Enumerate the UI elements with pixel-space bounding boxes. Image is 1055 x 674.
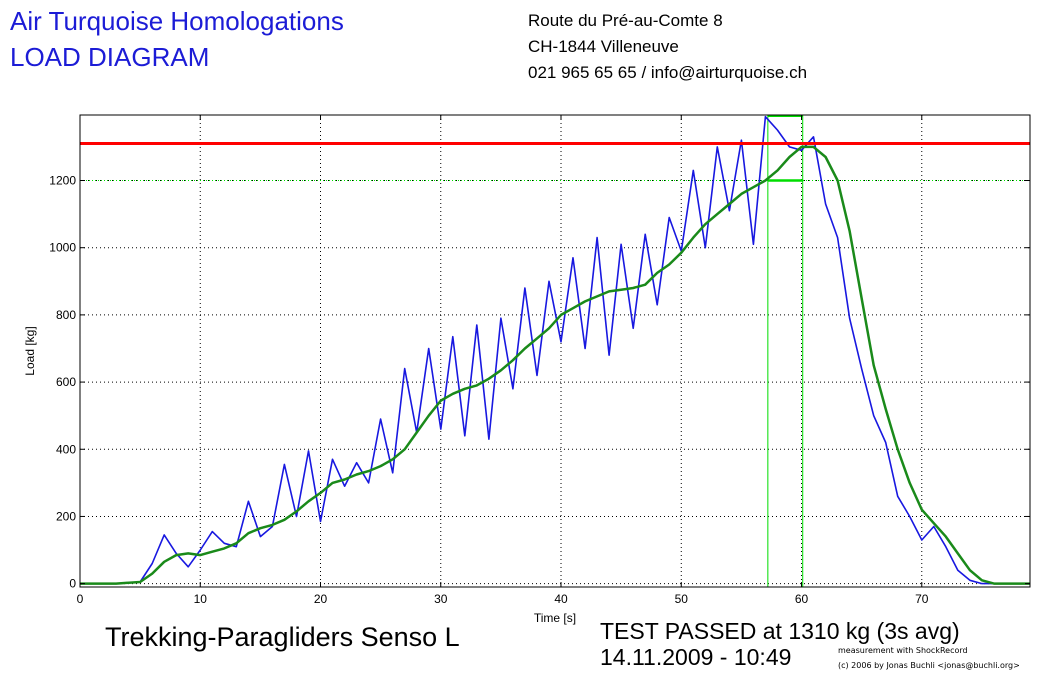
plot-area bbox=[80, 115, 1030, 587]
y-tick-label: 1000 bbox=[49, 241, 76, 255]
x-tick-label: 60 bbox=[795, 592, 809, 606]
x-tick-label: 30 bbox=[434, 592, 448, 606]
address-line-2: CH-1844 Villeneuve bbox=[528, 37, 679, 56]
credit-line-1: measurement with ShockRecord bbox=[838, 646, 968, 655]
y-tick-label: 600 bbox=[56, 375, 76, 389]
company-title: Air Turquoise Homologations bbox=[10, 6, 344, 36]
plot-frame bbox=[79, 114, 1031, 588]
series-line-raw bbox=[80, 115, 1030, 585]
test-result: TEST PASSED at 1310 kg (3s avg) bbox=[600, 618, 960, 644]
x-tick-label: 20 bbox=[314, 592, 328, 606]
x-axis-label: Time [s] bbox=[534, 611, 576, 625]
series-line-avg bbox=[80, 145, 1030, 585]
diagram-title: LOAD DIAGRAM bbox=[10, 42, 210, 72]
x-tick-label: 10 bbox=[194, 592, 208, 606]
test-datetime: 14.11.2009 - 10:49 bbox=[600, 644, 792, 670]
product-name: Trekking-Paragliders Senso L bbox=[105, 622, 460, 652]
x-tick-label: 70 bbox=[915, 592, 929, 606]
y-tick-label: 200 bbox=[56, 509, 76, 523]
x-tick-label: 50 bbox=[675, 592, 689, 606]
y-axis-label: Load [kg] bbox=[23, 326, 37, 375]
x-tick-label: 40 bbox=[554, 592, 568, 606]
contact-line: 021 965 65 65 / info@airturquoise.ch bbox=[528, 63, 808, 82]
y-tick-label: 800 bbox=[56, 308, 76, 322]
y-tick-label: 400 bbox=[56, 442, 76, 456]
y-tick-label: 1200 bbox=[49, 174, 76, 188]
x-tick-label: 0 bbox=[77, 592, 84, 606]
credit-line-2: (c) 2006 by Jonas Buchli <jonas@buchli.o… bbox=[838, 661, 1020, 670]
y-tick-label: 0 bbox=[69, 577, 76, 591]
address-line-1: Route du Pré-au-Comte 8 bbox=[528, 11, 723, 30]
